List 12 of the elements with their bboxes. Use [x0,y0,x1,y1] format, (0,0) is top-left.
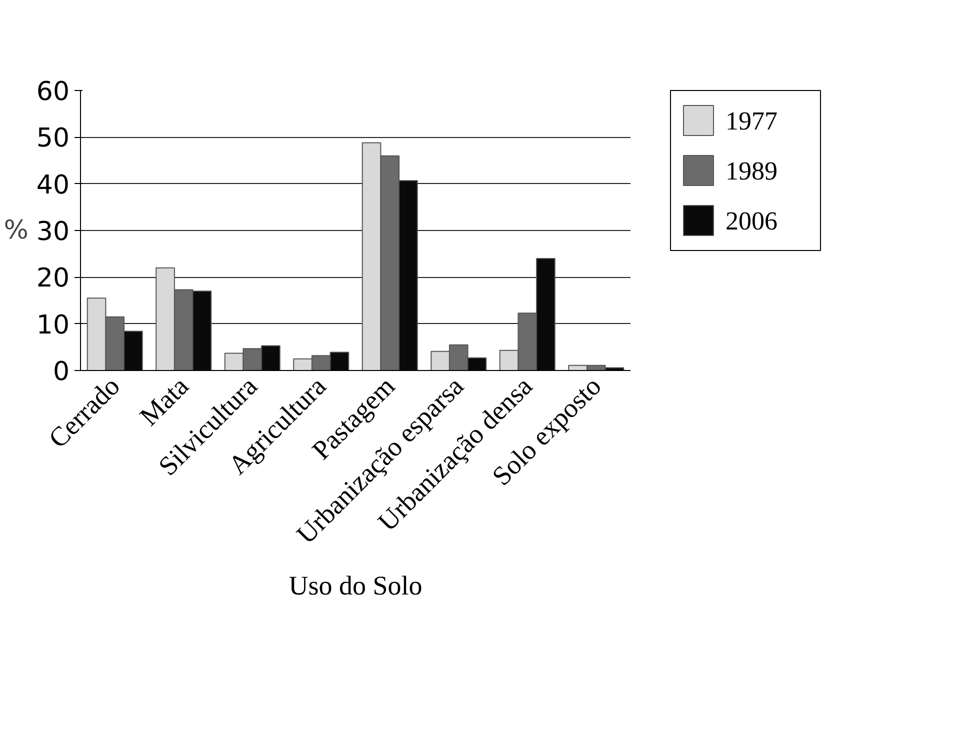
y-tick-label: 40 [36,170,70,200]
y-tick-label: 20 [36,264,70,294]
y-tick-label: 0 [52,357,70,387]
y-tick-label: 50 [36,124,70,154]
y-axis-title: % [4,216,28,246]
legend-label: 2006 [726,206,778,236]
legend-label: 1989 [726,156,778,186]
y-tick-label: 60 [36,77,70,107]
y-tick-label: 10 [36,310,70,340]
x-axis-title: Uso do Solo [288,570,422,600]
legend-label: 1977 [726,106,778,136]
y-tick-label: 30 [36,217,70,247]
